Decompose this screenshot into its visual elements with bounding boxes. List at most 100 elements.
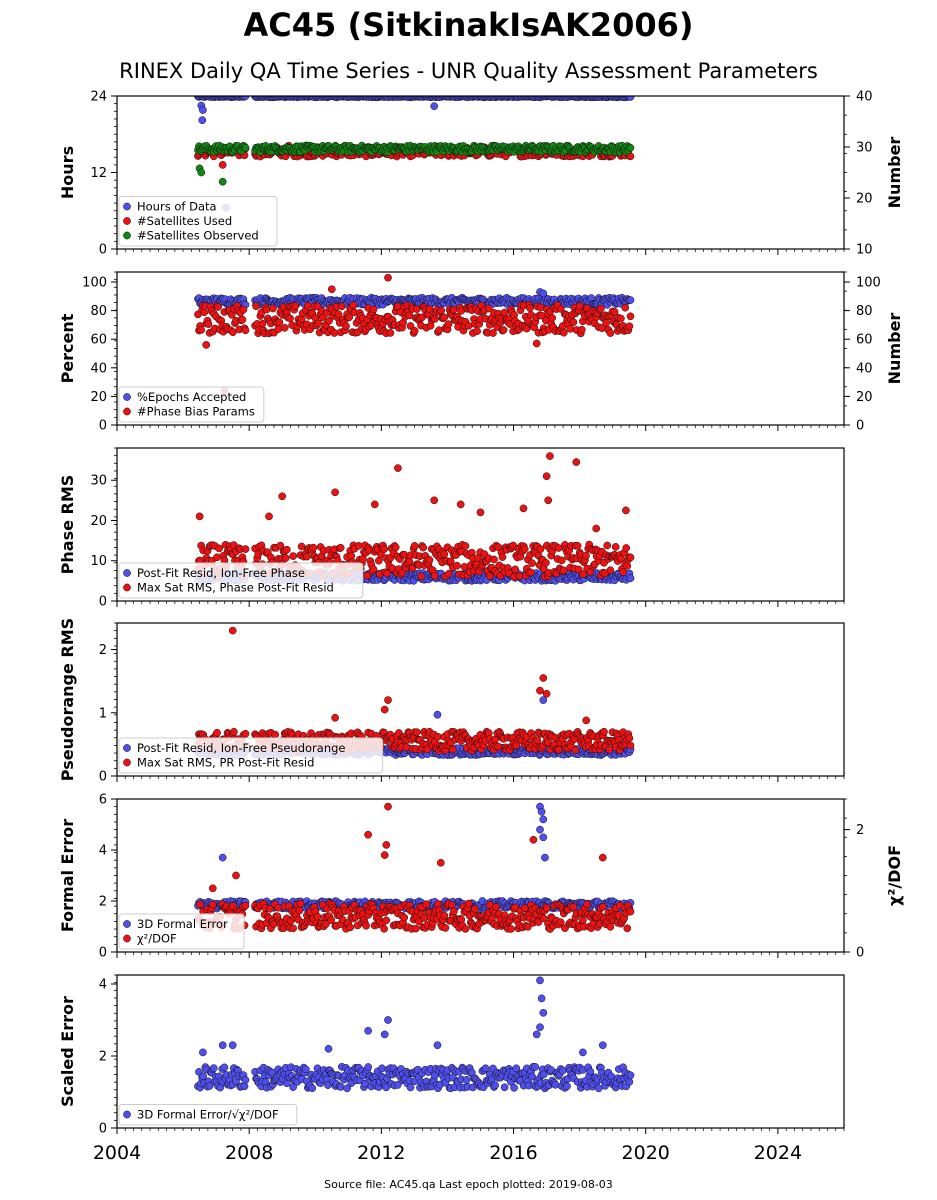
data-point — [417, 572, 425, 581]
data-point — [440, 313, 449, 322]
y-tick-label: 0 — [99, 595, 107, 610]
data-point — [606, 566, 615, 575]
data-point — [208, 900, 217, 909]
series-3-1 — [194, 626, 635, 755]
data-point — [626, 143, 635, 152]
data-point — [499, 326, 508, 334]
data-point — [437, 306, 446, 315]
data-point — [444, 320, 453, 328]
data-point — [461, 542, 470, 550]
data-point — [295, 906, 304, 915]
y-tick-label: 20 — [90, 514, 107, 529]
data-point — [450, 907, 458, 916]
data-point — [269, 304, 277, 313]
legend-marker — [123, 407, 131, 416]
data-point — [484, 304, 493, 313]
data-point-outlier — [536, 825, 544, 834]
data-point — [304, 301, 312, 310]
data-point — [577, 325, 586, 334]
data-point — [266, 904, 274, 913]
data-point-outlier — [218, 177, 227, 186]
data-point — [213, 728, 221, 737]
data-point — [391, 543, 400, 552]
right-y-tick-label: 60 — [856, 333, 873, 348]
legend-label: #Satellites Used — [137, 214, 232, 228]
data-point-outlier — [456, 500, 465, 509]
data-point — [528, 559, 536, 567]
data-point — [606, 329, 615, 337]
legend-label: Post-Fit Resid, Ion-Free Phase — [137, 566, 305, 580]
legend: Post-Fit Resid, Ion-Free PseudorangeMax … — [118, 737, 384, 774]
data-point — [386, 329, 395, 337]
data-point — [337, 302, 346, 311]
data-point-outlier — [331, 488, 339, 497]
data-point — [485, 572, 494, 580]
data-point — [619, 568, 627, 576]
y-axis-label: Phase RMS — [58, 475, 77, 575]
data-point — [571, 746, 580, 755]
y-tick-label: 24 — [90, 90, 107, 105]
data-point — [296, 899, 305, 908]
data-point — [554, 745, 563, 754]
legend: Hours of Data#Satellites Used#Satellites… — [118, 196, 278, 247]
data-point-outlier — [544, 496, 553, 505]
data-point — [554, 544, 563, 552]
data-point — [498, 553, 507, 561]
data-point-outlier — [537, 807, 546, 816]
data-point — [533, 736, 542, 745]
series-1-0 — [194, 288, 635, 309]
data-point — [573, 541, 582, 550]
data-point-outlier — [278, 492, 287, 501]
data-point — [430, 315, 439, 323]
data-point — [597, 304, 605, 313]
data-point-outlier — [622, 506, 630, 515]
data-point — [603, 541, 612, 550]
data-point — [413, 728, 421, 737]
data-point-outlier — [433, 710, 442, 719]
data-point-outlier — [384, 696, 392, 704]
data-point-outlier — [384, 273, 392, 282]
data-point — [314, 319, 323, 328]
data-point — [602, 319, 610, 327]
data-point — [440, 550, 449, 558]
data-point-outlier — [331, 713, 339, 722]
data-point — [430, 571, 439, 580]
data-point — [626, 296, 635, 304]
series-4-0 — [194, 802, 635, 913]
data-point — [520, 904, 529, 913]
data-point — [291, 302, 300, 310]
data-point-outlier — [572, 458, 581, 466]
plot-area — [194, 802, 635, 933]
data-point — [626, 574, 635, 583]
data-point — [626, 553, 635, 562]
right-y-tick-label: 30 — [856, 141, 873, 156]
y-tick-label: 30 — [90, 474, 107, 489]
data-point — [536, 545, 545, 553]
data-point — [527, 568, 535, 577]
y-axis-label: Hours — [58, 146, 77, 199]
data-point — [280, 323, 289, 332]
data-point-outlier — [582, 716, 591, 725]
data-point — [444, 570, 453, 578]
data-point-outlier — [546, 452, 554, 460]
data-point — [380, 924, 388, 933]
data-point — [422, 900, 431, 909]
data-point-outlier — [539, 815, 548, 824]
data-point — [524, 922, 532, 931]
data-point — [313, 912, 322, 921]
data-point — [515, 572, 524, 580]
data-point-outlier — [202, 341, 211, 349]
data-point — [258, 319, 267, 328]
data-point-outlier — [539, 833, 548, 842]
legend-label: %Epochs Accepted — [137, 390, 246, 404]
panel-1: 020406080100Percent020406080100Number%Ep… — [58, 271, 904, 434]
data-point — [473, 327, 481, 336]
right-y-tick-label: 20 — [856, 192, 873, 207]
data-point-outlier — [539, 674, 548, 682]
data-point — [271, 730, 280, 739]
data-point-outlier — [542, 689, 551, 698]
data-point-outlier — [380, 705, 389, 714]
data-point-outlier — [536, 686, 544, 695]
